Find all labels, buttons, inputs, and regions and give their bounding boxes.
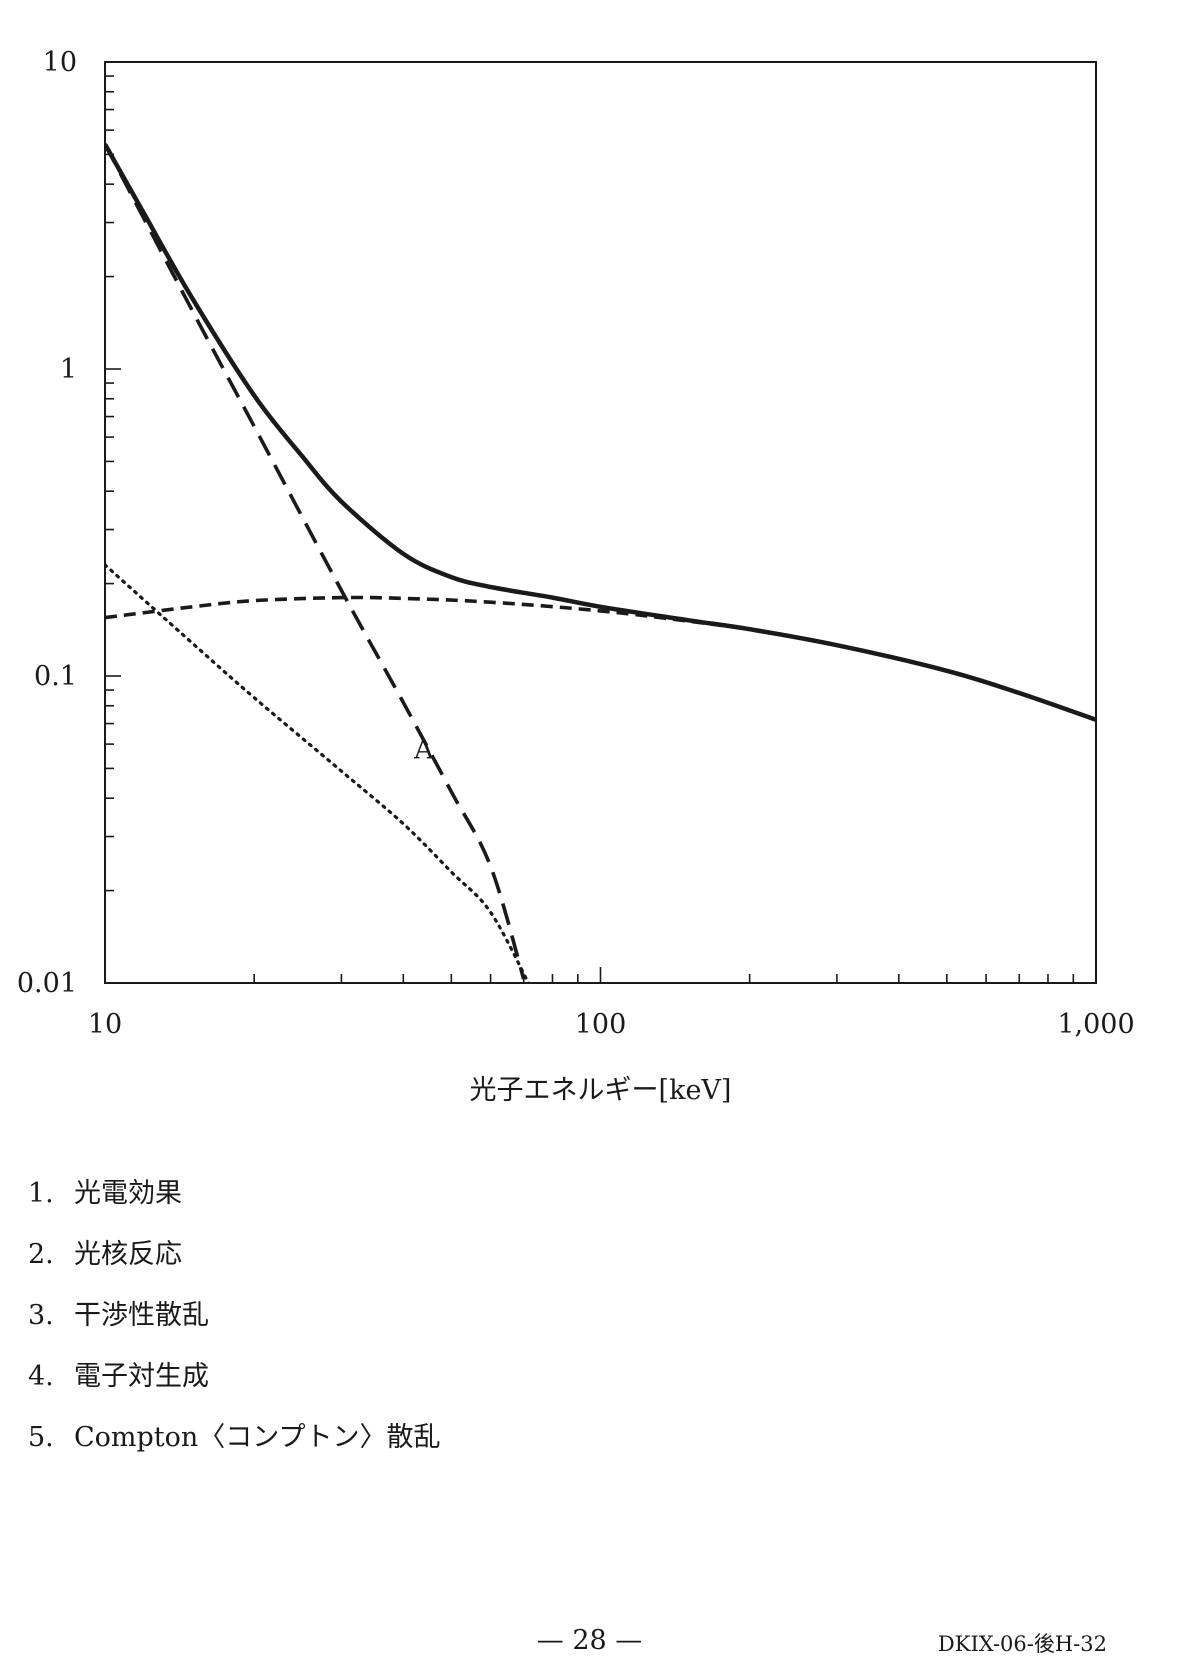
option-number: 5. — [28, 1422, 54, 1453]
option-number: 4. — [28, 1361, 54, 1392]
option-2: 2. 光核反応 — [28, 1235, 441, 1296]
option-1: 1. 光電効果 — [28, 1174, 441, 1235]
answer-options: 1. 光電効果 2. 光核反応 3. 干渉性散乱 4. 電子対生成 5. Compton〈… — [28, 1174, 441, 1479]
option-text: 電子対生成 — [74, 1361, 209, 1392]
option-5: 5. Compton〈コンプトン〉散乱 — [28, 1418, 441, 1479]
plot-frame — [104, 61, 1097, 984]
y-tick-label: 0.01 — [17, 968, 77, 999]
tick-labels: 10 100 1,000 10 1 0.1 0.01 A — [17, 47, 1135, 1040]
option-text: 光電効果 — [74, 1178, 182, 1209]
y-tick-label: 0.1 — [34, 661, 77, 692]
y-tick-label: 10 — [43, 47, 77, 78]
option-number: 1. — [28, 1178, 54, 1209]
series-line-short-dashed — [105, 595, 750, 631]
option-number: 3. — [28, 1300, 54, 1331]
annotation-label: A — [413, 735, 434, 766]
axis-minor-ticks — [105, 75, 1075, 983]
option-4: 4. 電子対生成 — [28, 1357, 441, 1418]
option-3: 3. 干渉性散乱 — [28, 1296, 441, 1357]
chart: 10 100 1,000 10 1 0.1 0.01 A 光子エネルギー[keV] — [17, 47, 1135, 1106]
x-tick-label: 1,000 — [1057, 1009, 1134, 1040]
y-tick-label: 1 — [60, 354, 77, 385]
option-number: 2. — [28, 1239, 54, 1270]
option-text: 干渉性散乱 — [74, 1300, 209, 1331]
series-line-solid — [105, 143, 1096, 722]
x-tick-label: 10 — [88, 1009, 122, 1040]
option-text: Compton〈コンプトン〉散乱 — [74, 1422, 441, 1453]
x-axis-label: 光子エネルギー[keV] — [470, 1075, 732, 1106]
series-line-dotted — [105, 563, 531, 983]
series-line-dashed — [105, 143, 526, 980]
option-text: 光核反応 — [74, 1239, 182, 1270]
x-tick-label: 100 — [575, 1009, 627, 1040]
document-code: DKIX-06-後H-32 — [937, 1632, 1107, 1656]
series-layer — [105, 143, 1096, 983]
